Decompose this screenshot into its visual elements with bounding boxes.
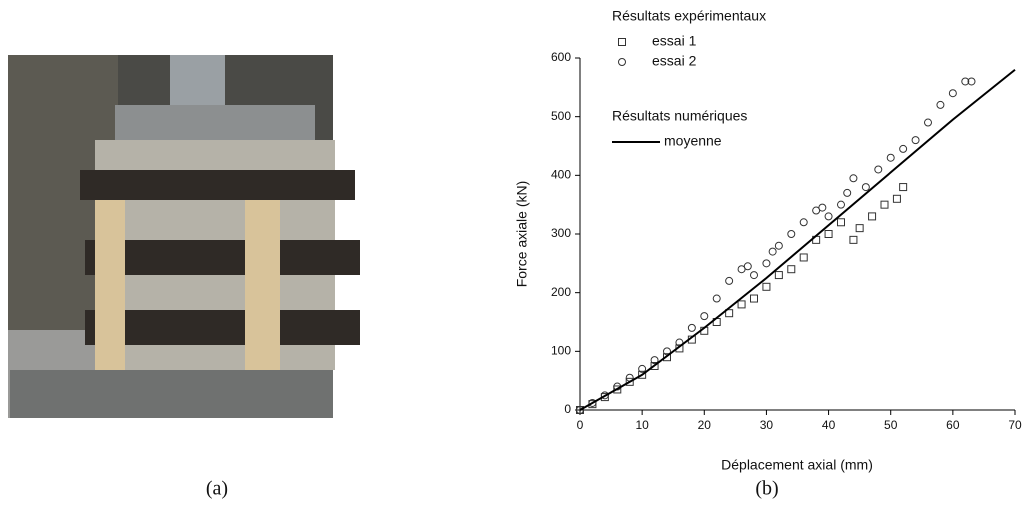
point bbox=[768, 247, 777, 256]
point bbox=[687, 323, 696, 332]
point bbox=[787, 230, 796, 238]
point bbox=[787, 265, 796, 274]
point bbox=[588, 398, 597, 407]
y-tick-label: 300 bbox=[551, 226, 571, 240]
x-tick-label: 40 bbox=[822, 418, 836, 432]
point bbox=[725, 309, 734, 318]
point bbox=[774, 241, 783, 250]
x-tick-label: 0 bbox=[577, 418, 584, 432]
y-tick-label: 100 bbox=[551, 344, 571, 358]
point bbox=[725, 276, 734, 285]
photo bbox=[8, 55, 360, 418]
point bbox=[861, 183, 870, 192]
point bbox=[762, 282, 771, 291]
x-tick-label: 60 bbox=[946, 418, 960, 432]
point bbox=[650, 362, 659, 370]
y-tick-label: 0 bbox=[564, 402, 571, 416]
point bbox=[868, 212, 877, 221]
point bbox=[638, 364, 647, 373]
point bbox=[843, 188, 852, 197]
point bbox=[911, 136, 920, 145]
point bbox=[799, 218, 808, 227]
point bbox=[824, 230, 833, 238]
point bbox=[961, 77, 970, 86]
x-axis-label: Déplacement axial (mm) bbox=[721, 457, 873, 473]
point bbox=[948, 89, 957, 98]
point bbox=[899, 183, 908, 192]
legend-group-title: Résultats expérimentaux bbox=[612, 8, 766, 24]
x-tick-label: 10 bbox=[635, 418, 649, 432]
point bbox=[638, 370, 647, 379]
y-tick-label: 500 bbox=[551, 109, 571, 123]
point bbox=[750, 294, 758, 303]
point bbox=[837, 218, 845, 227]
point bbox=[762, 259, 771, 268]
point bbox=[936, 100, 945, 109]
point bbox=[625, 377, 634, 386]
legend-label: essai 1 bbox=[652, 33, 697, 49]
line bbox=[579, 68, 1016, 411]
point bbox=[874, 165, 883, 174]
point bbox=[886, 153, 895, 162]
point bbox=[837, 200, 845, 209]
point bbox=[712, 294, 721, 303]
point bbox=[899, 144, 908, 153]
y-axis-label: Force axiale (kN) bbox=[514, 181, 530, 288]
y-tick-label: 400 bbox=[551, 168, 571, 182]
caption: (a) bbox=[206, 478, 228, 500]
x-tick-label: 20 bbox=[698, 418, 712, 432]
point bbox=[650, 356, 659, 365]
point bbox=[892, 194, 901, 203]
point bbox=[799, 253, 808, 262]
point bbox=[700, 312, 709, 321]
y-tick-label: 200 bbox=[551, 285, 571, 299]
point bbox=[600, 391, 609, 400]
point bbox=[849, 174, 858, 183]
point bbox=[967, 77, 976, 86]
point bbox=[880, 200, 889, 209]
x-tick-label: 50 bbox=[884, 418, 898, 432]
point bbox=[663, 353, 671, 362]
legend-group-title: Résultats numériques bbox=[612, 108, 747, 124]
point bbox=[855, 224, 864, 233]
point bbox=[737, 300, 746, 309]
legend-label: moyenne bbox=[664, 133, 722, 149]
legend-label: essai 2 bbox=[652, 53, 697, 69]
point bbox=[750, 271, 758, 280]
point bbox=[743, 262, 752, 271]
legend-swatch bbox=[618, 58, 626, 66]
point bbox=[774, 271, 783, 280]
y-tick-label: 600 bbox=[551, 50, 571, 64]
caption: (b) bbox=[755, 478, 778, 500]
point bbox=[613, 385, 622, 394]
x-tick-label: 70 bbox=[1008, 418, 1022, 432]
point bbox=[849, 235, 858, 244]
point bbox=[576, 406, 584, 414]
legend-swatch bbox=[618, 38, 626, 46]
point bbox=[818, 203, 827, 212]
point bbox=[924, 118, 932, 127]
x-tick-label: 30 bbox=[760, 418, 774, 432]
point bbox=[824, 212, 833, 221]
